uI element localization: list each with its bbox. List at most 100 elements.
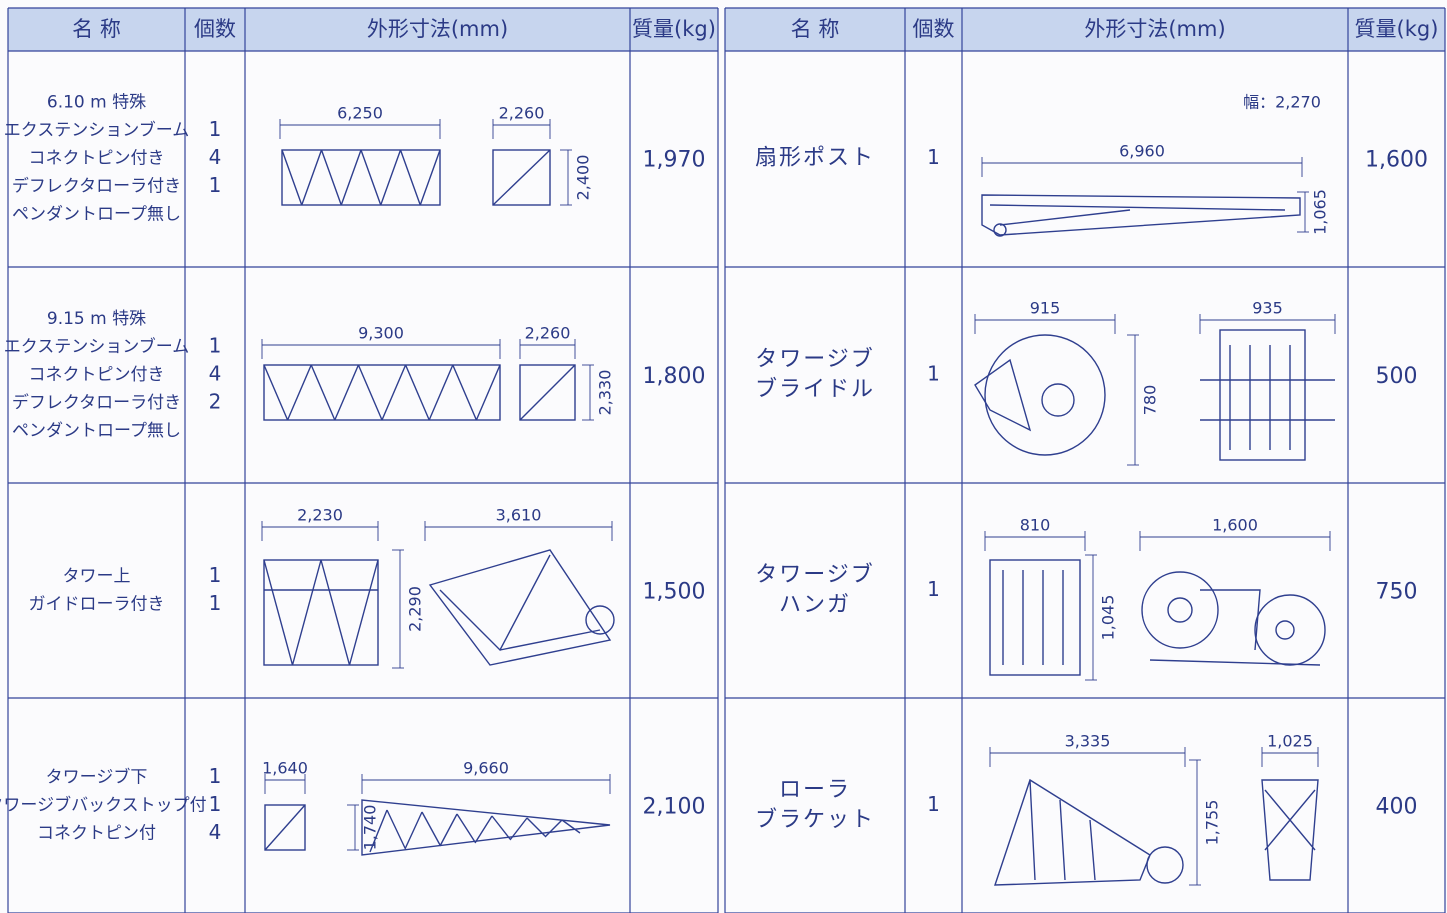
dimension-label: 9,300 — [358, 324, 404, 343]
item-name: タワージブ — [755, 563, 875, 588]
drawing-line — [404, 811, 423, 850]
item-count: 1 — [927, 792, 940, 816]
drawing-line — [381, 364, 407, 421]
item-mass: 400 — [1376, 795, 1418, 820]
dimension-label: 1,600 — [1212, 516, 1258, 535]
header-cell: 個数 — [194, 17, 236, 41]
frame — [989, 559, 1081, 676]
drawing-line — [474, 815, 493, 844]
item-count: 4 — [209, 145, 222, 169]
item-name: タワージブ — [755, 347, 875, 372]
item-name: 6.10 m 特殊 — [47, 93, 146, 113]
drawing-line — [357, 364, 383, 421]
drawing-line — [386, 809, 406, 849]
drawing-line — [263, 559, 294, 666]
dimension-label: 2,260 — [525, 324, 571, 343]
dimension-label: 2,230 — [297, 506, 343, 525]
dimension-label: 2,400 — [574, 155, 593, 201]
item-name: 扇形ポスト — [755, 146, 875, 171]
drawing-line — [340, 149, 362, 206]
header-cell: 質量(kg) — [632, 17, 716, 41]
drawing-circle — [984, 334, 1106, 456]
drawing-line — [291, 559, 322, 666]
item-mass: 1,970 — [643, 148, 706, 173]
drawing-circle — [1254, 594, 1326, 666]
drawing-line — [561, 819, 581, 834]
item-count: 1 — [209, 792, 222, 816]
drawing-line — [281, 149, 303, 206]
dimension-label: 1,025 — [1267, 732, 1313, 751]
drawing-line — [439, 813, 458, 847]
drawing-line — [509, 817, 528, 841]
dimension-label: 1,640 — [262, 759, 308, 778]
drawing-line — [404, 364, 430, 421]
dimension-label: 6,960 — [1119, 142, 1165, 161]
item-mass: 1,500 — [643, 580, 706, 605]
item-name: ブラケット — [755, 808, 875, 833]
item-name: エクステンションブーム — [4, 120, 189, 141]
item-name: コネクトピン付 — [37, 824, 156, 844]
frame — [428, 549, 612, 666]
header-cell: 個数 — [913, 17, 955, 41]
frame — [994, 778, 1151, 886]
item-name: タワージブ下 — [46, 767, 148, 788]
header-cell: 外形寸法(mm) — [367, 17, 508, 41]
dimension-label: 935 — [1252, 299, 1283, 318]
dimension-label: 1,740 — [361, 805, 380, 851]
item-mass: 750 — [1376, 580, 1418, 605]
frame — [361, 799, 611, 856]
frame — [519, 364, 576, 421]
dimension-label: 9,660 — [463, 759, 509, 778]
dimension-label: 2,260 — [499, 104, 545, 123]
frame — [264, 804, 306, 851]
drawing-line — [369, 809, 388, 853]
item-name: ペンダントロープ無し — [12, 205, 181, 225]
drawing-circle — [1275, 620, 1295, 640]
drawing-line — [263, 364, 289, 421]
truss-frame — [263, 559, 379, 666]
item-name: デフレクタローラ付き — [12, 176, 181, 197]
item-name: デフレクタローラ付き — [12, 392, 181, 413]
header-cell: 名 称 — [72, 17, 121, 41]
frame — [1261, 779, 1319, 881]
drawing-line — [421, 811, 441, 846]
frame — [981, 194, 1301, 236]
header-band — [725, 8, 1445, 51]
item-count: 1 — [927, 577, 940, 601]
item-count: 4 — [209, 362, 222, 386]
drawing-line — [286, 364, 312, 421]
item-mass: 500 — [1376, 364, 1418, 389]
frame — [974, 358, 1032, 432]
item-name: ブライドル — [755, 377, 875, 402]
item-count: 1 — [927, 145, 940, 169]
drawing-circle — [1146, 846, 1184, 884]
drawing-circle — [1167, 597, 1193, 623]
item-name: コネクトピン付き — [29, 365, 165, 385]
drawing-line — [456, 813, 476, 843]
item-name: エクステンションブーム — [4, 336, 189, 357]
drawing-line — [428, 364, 454, 421]
item-count: 2 — [209, 390, 222, 414]
dimension-label: 3,610 — [496, 506, 542, 525]
item-name: ローラ — [779, 778, 851, 803]
item-count: 1 — [209, 334, 222, 358]
drawing-line — [519, 364, 576, 421]
drawing-line — [475, 364, 501, 421]
item-name: ハンガ — [779, 593, 851, 618]
item-name: タワー上 — [63, 567, 131, 587]
drawing-line — [301, 149, 323, 206]
item-name: コネクトピン付き — [29, 149, 165, 169]
dimension-label: 3,335 — [1065, 732, 1111, 751]
item-name: 9.15 m 特殊 — [47, 309, 146, 329]
item-name: ペンダントロープ無し — [12, 421, 181, 441]
item-count: 1 — [209, 764, 222, 788]
drawing-circle — [993, 223, 1007, 237]
dimension-label: 1,065 — [1311, 189, 1330, 235]
dimension-label: 810 — [1020, 516, 1051, 535]
header-cell: 名 称 — [791, 17, 840, 41]
item-name: タワージブバックストップ付 — [0, 795, 207, 816]
frame — [1219, 329, 1306, 461]
dimension-label: 2,290 — [406, 586, 425, 632]
drawing-line — [399, 149, 421, 206]
